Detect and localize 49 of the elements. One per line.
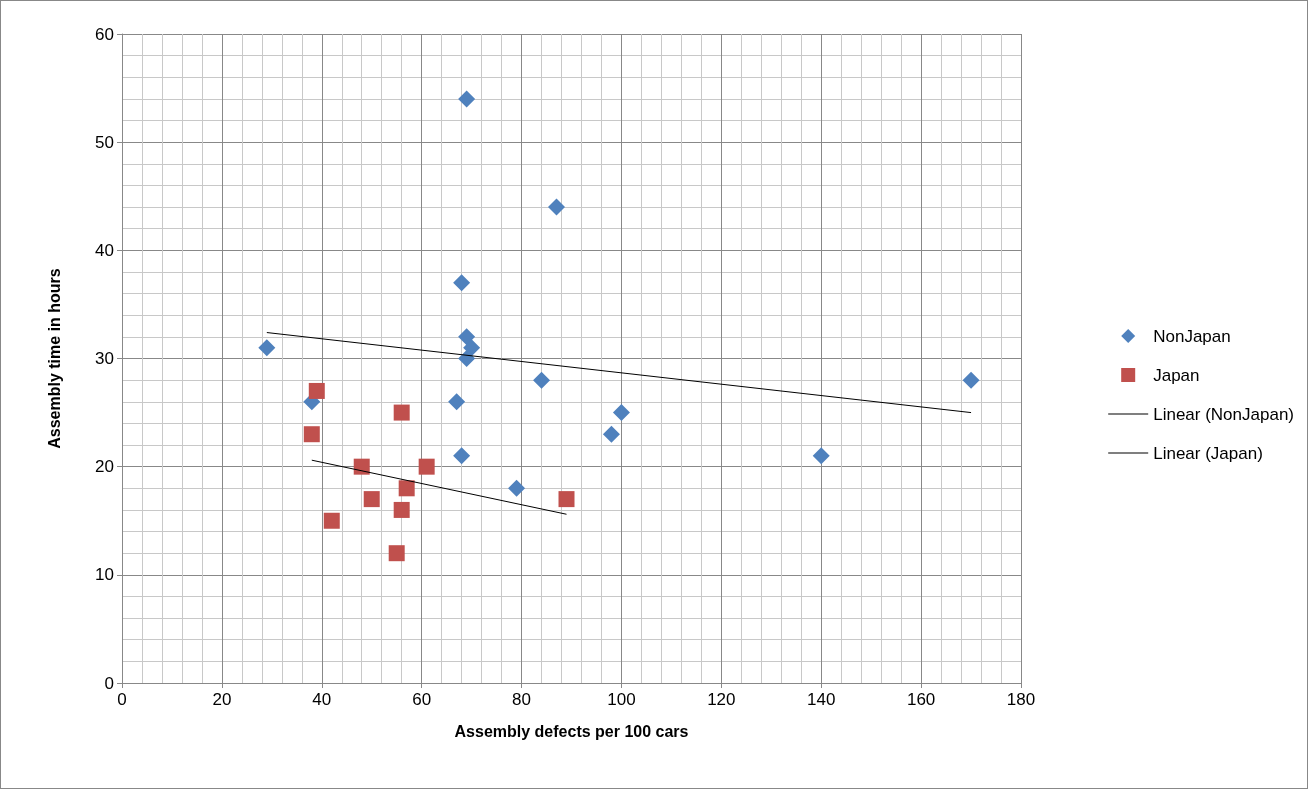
y-axis-title: Assembly time in hours bbox=[45, 268, 63, 449]
point bbox=[418, 458, 435, 475]
point bbox=[388, 545, 405, 562]
point bbox=[548, 198, 566, 216]
y-tick-label: 0 bbox=[104, 673, 114, 693]
point bbox=[508, 479, 526, 497]
point bbox=[448, 393, 466, 411]
y-tick-label: 30 bbox=[95, 349, 114, 368]
point bbox=[393, 404, 410, 421]
x-tick-label: 120 bbox=[707, 690, 736, 709]
legend-label: NonJapan bbox=[1153, 326, 1231, 346]
point bbox=[458, 328, 476, 346]
point bbox=[558, 491, 575, 508]
y-tick-label: 50 bbox=[95, 132, 114, 152]
point bbox=[308, 382, 325, 399]
point bbox=[393, 501, 410, 518]
x-tick-label: 80 bbox=[512, 690, 532, 709]
point bbox=[303, 426, 320, 443]
point bbox=[363, 491, 380, 508]
point bbox=[962, 371, 980, 389]
x-tick-label: 0 bbox=[117, 690, 127, 709]
x-tick-label: 100 bbox=[607, 690, 636, 709]
x-tick-label: 140 bbox=[807, 690, 836, 709]
y-tick-label: 60 bbox=[95, 24, 114, 44]
y-tick-label: 10 bbox=[95, 565, 114, 585]
x-axis-title: Assembly defects per 100 cars bbox=[454, 722, 689, 740]
point bbox=[453, 447, 471, 465]
x-tick-label: 20 bbox=[212, 690, 232, 709]
x-tick-label: 160 bbox=[906, 690, 936, 709]
x-tick-label: 60 bbox=[412, 690, 432, 709]
point bbox=[602, 425, 620, 443]
point bbox=[398, 480, 415, 497]
point bbox=[323, 512, 340, 529]
point bbox=[458, 90, 476, 108]
point bbox=[353, 458, 370, 475]
x-tick-label: 40 bbox=[312, 690, 332, 709]
legend-label: Linear (NonJapan) bbox=[1153, 404, 1295, 424]
point bbox=[458, 350, 476, 367]
y-tick-label: 40 bbox=[95, 240, 114, 260]
legend-label: Japan bbox=[1153, 365, 1200, 385]
point bbox=[463, 339, 481, 357]
point bbox=[533, 371, 551, 389]
point bbox=[258, 339, 276, 357]
point bbox=[612, 404, 630, 422]
point bbox=[812, 447, 830, 465]
point bbox=[453, 274, 471, 292]
x-tick-label: 180 bbox=[1006, 690, 1036, 709]
legend-label: Linear (Japan) bbox=[1153, 443, 1263, 463]
y-tick-label: 20 bbox=[95, 457, 114, 477]
